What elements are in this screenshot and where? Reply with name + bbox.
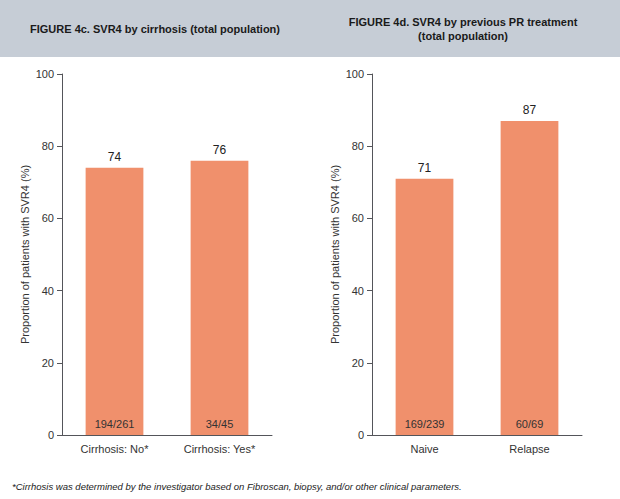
svg-text:76: 76 bbox=[213, 143, 227, 157]
svg-text:60/69: 60/69 bbox=[516, 418, 544, 430]
svg-text:Proportion of patients with SV: Proportion of patients with SVR4 (%) bbox=[19, 165, 31, 344]
svg-text:Naive: Naive bbox=[410, 443, 438, 455]
svg-text:87: 87 bbox=[523, 103, 537, 117]
svg-text:*Cirrhosis was determined by t: *Cirrhosis was determined by the investi… bbox=[12, 481, 462, 492]
svg-text:0: 0 bbox=[48, 429, 54, 441]
svg-text:0: 0 bbox=[358, 429, 364, 441]
svg-text:169/239: 169/239 bbox=[405, 418, 445, 430]
svg-text:FIGURE 4d. SVR4 by previous PR: FIGURE 4d. SVR4 by previous PR treatment bbox=[349, 16, 578, 28]
svg-text:194/261: 194/261 bbox=[95, 418, 135, 430]
svg-text:Relapse: Relapse bbox=[509, 443, 549, 455]
svg-text:20: 20 bbox=[352, 357, 364, 369]
svg-text:34/45: 34/45 bbox=[206, 418, 234, 430]
svg-text:80: 80 bbox=[42, 140, 54, 152]
svg-text:Proportion of patients with SV: Proportion of patients with SVR4 (%) bbox=[329, 165, 341, 344]
svg-text:60: 60 bbox=[42, 212, 54, 224]
svg-text:40: 40 bbox=[352, 285, 364, 297]
svg-text:74: 74 bbox=[108, 150, 122, 164]
svg-text:FIGURE 4c. SVR4 by cirrhosis (: FIGURE 4c. SVR4 by cirrhosis (total popu… bbox=[30, 23, 280, 35]
svg-text:60: 60 bbox=[352, 212, 364, 224]
svg-text:71: 71 bbox=[418, 161, 432, 175]
svg-text:Cirrhosis: Yes*: Cirrhosis: Yes* bbox=[184, 443, 256, 455]
svg-text:20: 20 bbox=[42, 357, 54, 369]
svg-text:(total population): (total population) bbox=[418, 30, 508, 42]
svg-text:Cirrhosis: No*: Cirrhosis: No* bbox=[81, 443, 150, 455]
svg-text:100: 100 bbox=[346, 68, 364, 80]
svg-text:40: 40 bbox=[42, 285, 54, 297]
svg-text:80: 80 bbox=[352, 140, 364, 152]
svg-text:100: 100 bbox=[36, 68, 54, 80]
